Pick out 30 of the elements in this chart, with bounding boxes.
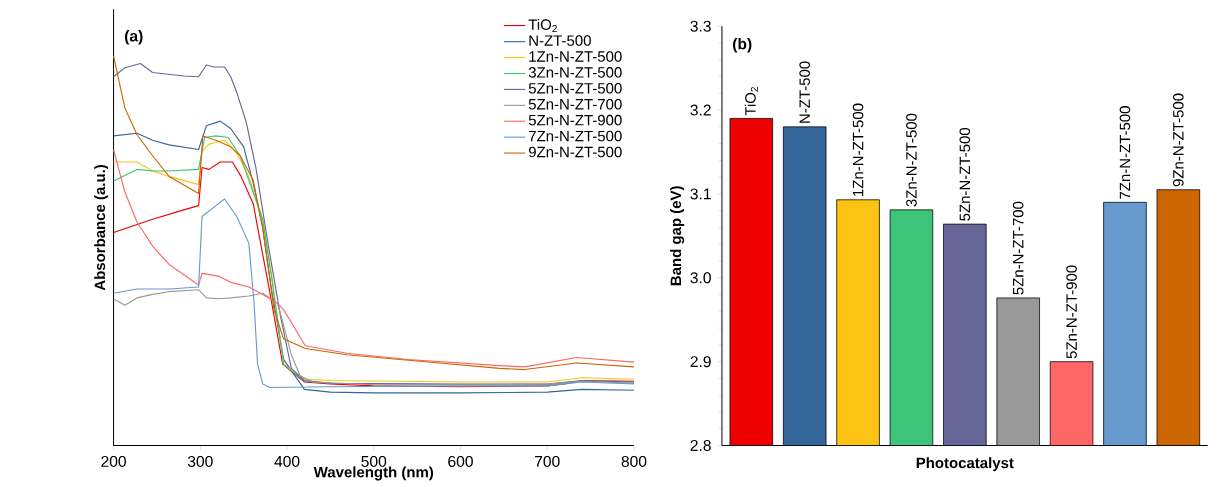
y-tick-label: 2.8 — [690, 440, 711, 452]
legend-label: TiO$_{2}$ — [528, 19, 557, 33]
x-tick-label: TiO$_{2}$ — [744, 87, 758, 116]
y-tick-label: 3.2 — [690, 104, 711, 116]
legend-label: N-ZT-500 — [529, 35, 591, 47]
x-tick-label: 300 — [187, 456, 213, 468]
x-axis-title: Wavelength (nm) — [313, 466, 434, 481]
x-tick-label: 7Zn-N-ZT-500 — [1119, 106, 1131, 199]
legend-label: 1Zn-N-ZT-500 — [529, 51, 622, 62]
x-tick-label: 600 — [448, 456, 473, 468]
annotation: (b) — [733, 38, 752, 53]
x-tick-label: 700 — [535, 456, 560, 468]
y-tick-label: 3.0 — [690, 272, 711, 284]
x-tick-label: 200 — [101, 456, 126, 468]
y-axis-title: Band gap (eV) — [670, 186, 685, 286]
x-tick-label: 400 — [274, 456, 300, 468]
x-axis-title: Photocatalyst — [916, 457, 1014, 472]
x-tick-label: 1Zn-N-ZT-500 — [852, 103, 864, 197]
y-tick-label: 2.9 — [690, 356, 711, 368]
x-tick-label: 5Zn-N-ZT-500 — [959, 128, 971, 221]
x-tick-label: 9Zn-N-ZT-500 — [1173, 93, 1184, 187]
y-tick-label: 3.1 — [690, 188, 711, 200]
x-tick-label: 500 — [361, 456, 387, 468]
x-tick-label: 800 — [621, 456, 647, 468]
text: (a) — [125, 30, 143, 45]
legend-label: 3Zn-N-ZT-500 — [528, 67, 622, 78]
y-tick-label: 3.3 — [690, 20, 711, 32]
x-tick-label: N-ZT-500 — [799, 61, 810, 124]
x-tick-label: 3Zn-N-ZT-500 — [906, 113, 917, 207]
y-axis-title: Absorbance (a.u.) — [94, 165, 109, 291]
